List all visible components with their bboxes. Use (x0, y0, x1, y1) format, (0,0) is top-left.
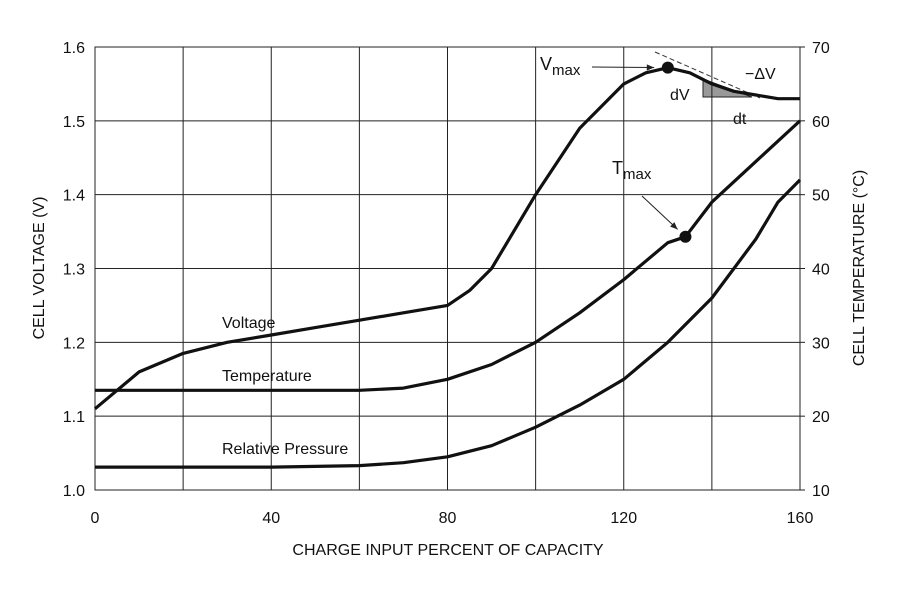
line-series (95, 119, 802, 392)
annotation-sub: max (623, 166, 652, 183)
series-label: Temperature (222, 368, 312, 385)
y-tick-label: 1.0 (63, 483, 85, 500)
annotation: Vmax (540, 54, 581, 79)
y-tick-label: 1.3 (63, 262, 85, 279)
y2-tick-label: 70 (812, 40, 830, 57)
series-label: Relative Pressure (222, 441, 348, 458)
x-tick-label: 120 (610, 510, 637, 527)
y2-tick-label: 60 (812, 114, 830, 131)
series-label: Voltage (222, 315, 275, 332)
line-series (93, 66, 800, 411)
tangent-line (654, 51, 761, 99)
annotation: Tmax (612, 158, 652, 183)
arrow-head (646, 64, 655, 71)
note: −ΔV (745, 66, 776, 83)
x-tick-label: 80 (439, 510, 457, 527)
annotation-text: T (612, 158, 623, 178)
arrow-head (670, 222, 678, 230)
y2-tick-label: 30 (812, 335, 830, 352)
y-tick-label: 1.1 (63, 409, 85, 426)
annotation-arrow (641, 195, 678, 230)
y2-tick-label: 10 (812, 483, 830, 500)
y2-tick-label: 50 (812, 188, 830, 205)
annotation-arrow (591, 66, 655, 69)
x-tick-label: 160 (787, 510, 814, 527)
annotation-sub: max (552, 62, 581, 79)
y2-tick-label: 20 (812, 409, 830, 426)
annotation-text: V (540, 54, 552, 74)
line-series (95, 178, 802, 469)
annotation-point (661, 61, 674, 74)
y2-axis-label: CELL TEMPERATURE (°C) (851, 170, 868, 366)
annotation-point (679, 230, 692, 243)
x-tick-label: 40 (262, 510, 280, 527)
note: dt (733, 111, 747, 128)
y-tick-label: 1.6 (63, 40, 85, 57)
y-tick-label: 1.5 (63, 114, 85, 131)
x-axis-label: CHARGE INPUT PERCENT OF CAPACITY (292, 542, 603, 559)
y-axis-label: CELL VOLTAGE (V) (31, 197, 48, 340)
y2-tick-label: 40 (812, 262, 830, 279)
note: dV (670, 87, 690, 104)
y-tick-label: 1.4 (63, 188, 85, 205)
y-tick-label: 1.2 (63, 335, 85, 352)
x-tick-label: 0 (91, 510, 100, 527)
